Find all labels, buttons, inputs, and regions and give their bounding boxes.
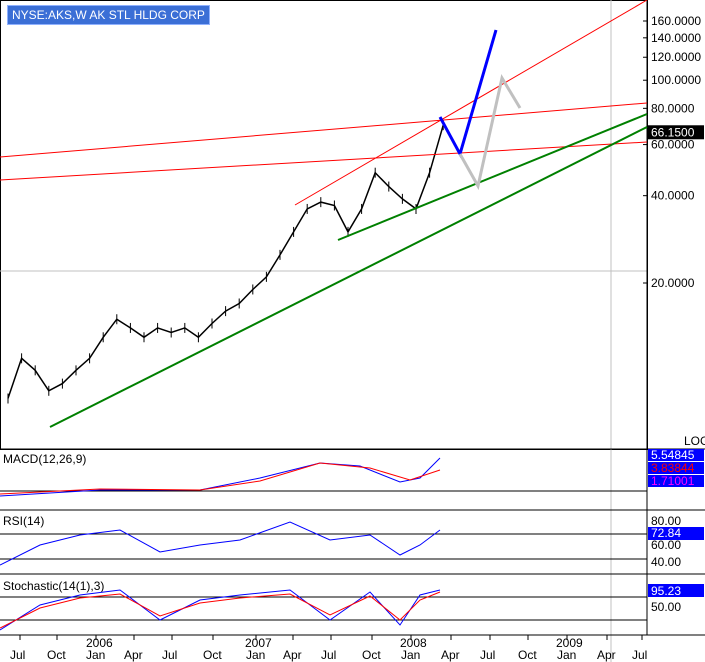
- red-channel-line: [294, 0, 648, 206]
- price-line: [7, 124, 444, 399]
- year-label: 2008: [400, 636, 427, 650]
- blue-projection: [438, 29, 498, 158]
- macd-value-badge: [648, 475, 704, 487]
- green-trendline-recent: [337, 113, 648, 241]
- stoch-current: 95.23: [651, 584, 681, 598]
- price-tick-label: 140.0000: [651, 31, 701, 45]
- month-label: Jul: [162, 648, 177, 662]
- stoch-k-line: [0, 589, 441, 631]
- stoch-d-line: [0, 591, 441, 629]
- rsi-current: 72.84: [651, 526, 681, 540]
- rsi-level: 80.00: [651, 514, 681, 528]
- year-label: 2006: [86, 636, 113, 650]
- stoch-level: 50.00: [651, 600, 681, 614]
- month-label: Oct: [47, 648, 66, 662]
- macd-value: 5.54845: [651, 448, 695, 462]
- macd-value-badge: [648, 449, 704, 461]
- last-price-badge: [648, 125, 704, 140]
- price-tick-label: 20.0000: [651, 276, 695, 290]
- month-label: Jul: [632, 648, 647, 662]
- last-price-label: 66.1500: [651, 125, 695, 139]
- stoch-value-badge: [648, 584, 704, 597]
- rsi-level: 60.00: [651, 538, 681, 552]
- price-tick-label: 100.0000: [651, 73, 701, 87]
- macd-value-badge: [648, 462, 704, 474]
- month-label: Jan: [557, 648, 576, 662]
- price-tick-label: 40.0000: [651, 189, 695, 203]
- price-tick-label: 60.0000: [651, 138, 695, 152]
- price-tick-label: 120.0000: [651, 50, 701, 64]
- signal-line: [0, 462, 441, 495]
- month-label: Jul: [10, 648, 25, 662]
- rsi-value-badge: [648, 527, 704, 540]
- month-label: Jan: [401, 648, 420, 662]
- rsi-label: RSI(14): [3, 514, 44, 528]
- month-label: Jul: [321, 648, 336, 662]
- month-label: Oct: [362, 648, 381, 662]
- gray-projection: [458, 74, 522, 191]
- scale-label: LOG: [684, 434, 705, 448]
- macd-label: MACD(12,26,9): [3, 452, 86, 466]
- stochastic-label: Stochastic(14(1),3): [3, 579, 104, 593]
- month-label: Jul: [480, 648, 495, 662]
- green-trendline-main: [49, 126, 648, 428]
- red-trendline-lower: [0, 141, 648, 181]
- month-label: Oct: [203, 648, 222, 662]
- chart-title: NYSE:AKS,W AK STL HLDG CORP: [7, 5, 210, 25]
- price-panel-frame: [0, 0, 648, 450]
- month-label: Jan: [246, 648, 265, 662]
- month-label: Apr: [283, 648, 302, 662]
- year-label: 2007: [245, 636, 272, 650]
- month-label: Apr: [124, 648, 143, 662]
- macd-value: 1.71001: [651, 474, 695, 488]
- year-label: 2009: [556, 636, 583, 650]
- macd-value: 3.83844: [651, 461, 695, 475]
- red-trendline-upper: [0, 102, 648, 158]
- month-label: Apr: [597, 648, 616, 662]
- month-label: Oct: [518, 648, 537, 662]
- price-tick-label: 80.0000: [651, 101, 695, 115]
- rsi-line: [0, 521, 441, 566]
- month-label: Jan: [86, 648, 105, 662]
- price-tick-label: 160.0000: [651, 14, 701, 28]
- rsi-level: 40.00: [651, 555, 681, 569]
- month-label: Apr: [441, 648, 460, 662]
